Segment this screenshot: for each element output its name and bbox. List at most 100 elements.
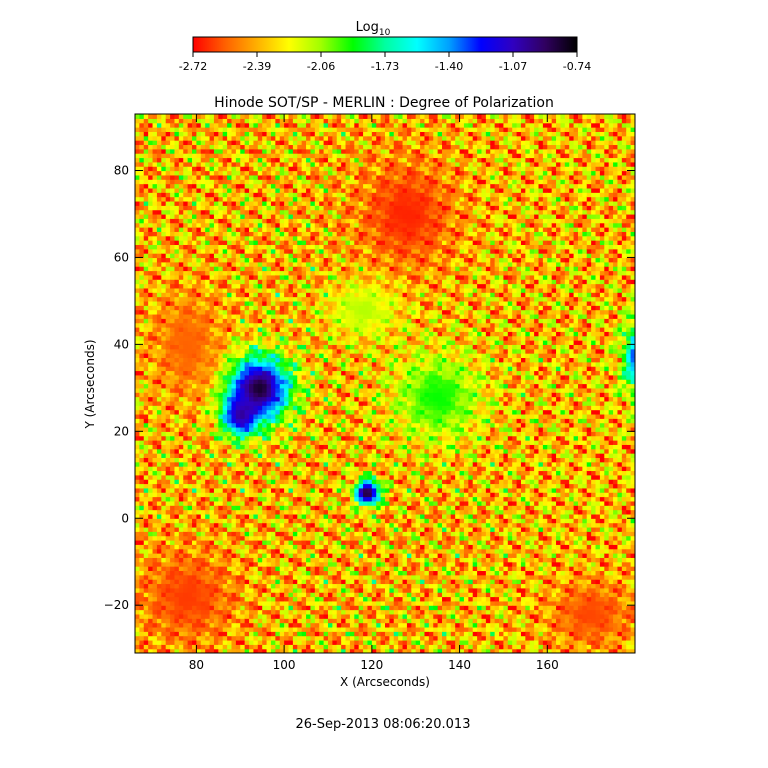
heatmap-cell	[292, 140, 298, 146]
heatmap-cell	[262, 492, 268, 498]
heatmap-cell	[183, 474, 189, 480]
heatmap-cell	[227, 305, 233, 311]
heatmap-cell	[143, 266, 149, 272]
heatmap-cell	[139, 140, 145, 146]
heatmap-cell	[183, 296, 189, 302]
heatmap-cell	[213, 266, 219, 272]
heatmap-cell	[301, 161, 307, 167]
heatmap-cell	[135, 326, 140, 332]
heatmap-cell	[135, 335, 140, 341]
heatmap-cell	[174, 122, 180, 128]
heatmap-cell	[240, 357, 246, 363]
heatmap-cell	[205, 435, 211, 441]
heatmap-cell	[209, 127, 215, 132]
heatmap-cell	[218, 487, 224, 493]
heatmap-cell	[279, 209, 285, 215]
heatmap-cell	[135, 309, 140, 315]
heatmap-cell	[218, 444, 224, 450]
heatmap-cell	[257, 153, 263, 159]
heatmap-cell	[240, 379, 246, 385]
heatmap-cell	[139, 526, 145, 532]
heatmap-cell	[306, 257, 312, 263]
heatmap-cell	[222, 287, 228, 293]
heatmap-cell	[139, 483, 145, 489]
heatmap-cell	[213, 348, 219, 354]
heatmap-cell	[249, 170, 255, 176]
heatmap-cell	[196, 479, 202, 485]
heatmap-cell	[284, 487, 290, 493]
heatmap-cell	[156, 518, 162, 524]
heatmap-cell	[174, 470, 180, 476]
heatmap-cell	[174, 361, 180, 367]
heatmap-cell	[200, 574, 206, 580]
heatmap-cell	[192, 531, 198, 537]
heatmap-cell	[156, 279, 162, 285]
heatmap-cell	[279, 522, 285, 528]
heatmap-cell	[156, 444, 162, 450]
heatmap-cell	[165, 357, 171, 363]
heatmap-cell	[297, 461, 303, 467]
heatmap-cell	[257, 235, 263, 241]
heatmap-cell	[135, 235, 140, 241]
heatmap-cell	[266, 457, 272, 463]
heatmap-cell	[227, 287, 233, 293]
heatmap-cell	[152, 518, 158, 524]
heatmap-cell	[148, 466, 154, 472]
heatmap-cell	[253, 426, 259, 432]
heatmap-cell	[227, 231, 233, 237]
heatmap-cell	[213, 300, 219, 306]
heatmap-cell	[284, 409, 290, 415]
heatmap-cell	[139, 344, 145, 350]
heatmap-cell	[139, 366, 145, 372]
heatmap-cell	[209, 370, 215, 376]
heatmap-cell	[240, 383, 246, 389]
heatmap-cell	[257, 300, 263, 306]
heatmap-cell	[240, 496, 246, 502]
heatmap-cell	[275, 253, 281, 259]
heatmap-cell	[270, 318, 276, 324]
heatmap-cell	[235, 174, 241, 180]
heatmap-cell	[292, 114, 298, 119]
heatmap-cell	[218, 383, 224, 389]
heatmap-cell	[222, 431, 228, 437]
heatmap-cell	[218, 422, 224, 428]
heatmap-cell	[231, 131, 237, 137]
heatmap-cell	[205, 422, 211, 428]
heatmap-cell	[165, 548, 171, 554]
heatmap-cell	[165, 244, 171, 250]
heatmap-cell	[213, 209, 219, 215]
heatmap-cell	[156, 479, 162, 485]
heatmap-cell	[257, 253, 263, 259]
heatmap-cell	[196, 387, 202, 393]
heatmap-cell	[187, 127, 193, 132]
heatmap-cell	[235, 613, 241, 619]
heatmap-cell	[306, 326, 312, 332]
heatmap-cell	[178, 487, 184, 493]
heatmap-cell	[165, 340, 171, 345]
heatmap-cell	[240, 583, 246, 589]
heatmap-cell	[196, 326, 202, 332]
heatmap-cell	[139, 553, 145, 558]
heatmap-cell	[192, 392, 198, 398]
heatmap-cell	[288, 257, 294, 263]
heatmap-cell	[156, 135, 162, 141]
heatmap-cell	[244, 431, 250, 437]
heatmap-cell	[148, 366, 154, 372]
heatmap-cell	[143, 618, 149, 624]
heatmap-cell	[235, 522, 241, 528]
heatmap-cell	[209, 235, 215, 241]
heatmap-cell	[222, 170, 228, 176]
heatmap-cell	[148, 187, 154, 193]
heatmap-cell	[244, 283, 250, 289]
heatmap-cell	[213, 127, 219, 132]
heatmap-cell	[218, 505, 224, 511]
heatmap-cell	[310, 626, 316, 632]
heatmap-cell	[205, 348, 211, 354]
heatmap-cell	[187, 279, 193, 285]
heatmap-cell	[183, 561, 189, 567]
heatmap-cell	[187, 318, 193, 324]
heatmap-cell	[306, 531, 312, 537]
heatmap-cell	[218, 240, 224, 246]
heatmap-cell	[262, 548, 268, 554]
heatmap-cell	[279, 344, 285, 350]
